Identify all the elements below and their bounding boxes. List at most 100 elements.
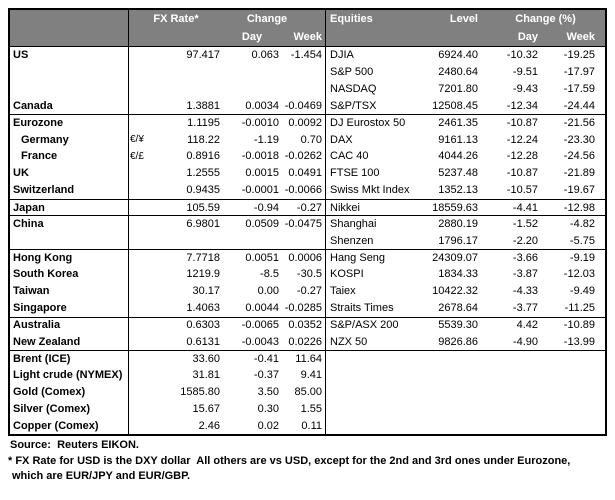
equity-week-change-cell: -24.44 <box>563 99 595 112</box>
table-row: South Korea 1219.9 -8.5 -30.5 KOSPI 1834… <box>10 265 605 283</box>
fx-pair-cell: €/¥ <box>130 134 144 146</box>
equity-day-change-cell: -10.57 <box>506 184 538 197</box>
equity-day-change-cell: -10.32 <box>506 49 538 62</box>
fx-rate-cell: 1.2555 <box>186 167 220 180</box>
fx-country-cell: China <box>10 216 129 233</box>
fx-rate-cell: 118.22 <box>187 133 220 146</box>
equity-week-change-cell: -11.25 <box>564 302 595 315</box>
fx-week-change-cell: -0.0475 <box>281 216 326 233</box>
equity-level-cell: 18559.63 <box>432 201 478 214</box>
equity-week-change-cell: -17.59 <box>563 83 595 96</box>
fx-rate-cell: 1.4063 <box>186 302 220 315</box>
fx-day-change-cell: -0.0001 <box>241 184 279 197</box>
fx-country-cell <box>10 63 129 81</box>
fx-week-change-cell: 1.55 <box>281 400 326 418</box>
equity-day-change-cell: -3.87 <box>512 268 538 281</box>
table-row: China 6.9801 0.0509 -0.0475 Shanghai 288… <box>10 215 605 233</box>
equity-week-change-cell: -5.75 <box>569 234 595 247</box>
fx-rate-cell: 33.60 <box>192 353 220 366</box>
fx-country-cell: Singapore <box>10 299 129 317</box>
fx-week-change-cell: 11.64 <box>281 351 326 368</box>
fx-week-change-cell: 0.0092 <box>281 115 326 132</box>
fx-country-cell: Switzerland <box>10 181 129 199</box>
fx-country-cell: Australia <box>10 317 129 334</box>
equity-level-cell: 5539.30 <box>438 319 478 332</box>
table-row: New Zealand 0.6131 -0.0043 0.0226 NZX 50… <box>10 333 605 351</box>
fx-day-header: Day <box>241 31 263 43</box>
equity-week-change-cell: -9.19 <box>569 252 595 265</box>
fx-week-change-cell <box>281 80 326 98</box>
equity-level-cell: 2880.19 <box>438 218 478 231</box>
equity-level-cell: 9161.13 <box>438 133 478 146</box>
equity-name-cell: Swiss Mkt Index <box>330 184 410 197</box>
equity-week-change-cell: -9.49 <box>569 285 595 298</box>
equity-week-change-cell: -12.03 <box>563 268 595 281</box>
fx-day-change-cell: -0.0065 <box>241 319 279 332</box>
equity-week-change-cell: -19.67 <box>563 184 595 197</box>
fx-country-cell: Copper (Comex) <box>10 417 129 435</box>
fx-week-change-cell: -0.0469 <box>281 97 326 115</box>
table-row: Canada 1.3881 0.0034 -0.0469 S&P/TSX 125… <box>10 97 605 115</box>
fx-day-change-cell: 0.0051 <box>245 252 279 265</box>
table-header: FX Rate* Change Equities Level Change (%… <box>10 10 605 47</box>
fx-week-change-cell <box>281 232 326 250</box>
equity-day-change-cell: -4.90 <box>512 335 538 348</box>
fx-rate-cell: 0.6131 <box>186 335 220 348</box>
header-row-1: FX Rate* Change Equities Level Change (%… <box>10 10 605 28</box>
equity-level-cell: 1834.33 <box>438 268 478 281</box>
equity-day-change-cell: 4.42 <box>516 319 538 332</box>
equity-level-cell: 7201.80 <box>438 83 478 96</box>
fx-day-change-cell: 0.0034 <box>245 99 279 112</box>
fx-rate-cell: 1219.9 <box>186 268 220 281</box>
level-header: Level <box>449 13 478 25</box>
equity-level-cell: 2480.64 <box>438 66 478 79</box>
equity-week-change-cell: -24.56 <box>563 150 595 163</box>
fx-country-cell: Canada <box>10 97 129 115</box>
fx-country-cell: Japan <box>10 199 129 216</box>
fx-rate-cell: 6.9801 <box>186 218 220 231</box>
fx-day-change-cell: 0.00 <box>257 285 279 298</box>
fx-change-header: Change <box>223 10 326 28</box>
equity-level-cell: 24309.07 <box>432 252 478 265</box>
equity-level-cell: 1352.13 <box>438 184 478 197</box>
fx-week-change-cell: 0.11 <box>281 417 326 435</box>
fx-week-change-cell: -1.454 <box>281 47 326 64</box>
equity-name-cell: S&P/ASX 200 <box>330 319 399 332</box>
equity-level-cell: 12508.45 <box>432 99 478 112</box>
fx-country-cell: France <box>10 148 129 165</box>
fx-corner-cell <box>10 10 129 28</box>
fx-day-change-cell: 0.30 <box>257 403 279 416</box>
table-row: S&P 500 2480.64 -9.51 -17.97 <box>10 63 605 81</box>
fx-day-change-cell: -0.0043 <box>241 335 279 348</box>
equity-name-cell: Hang Seng <box>330 252 386 265</box>
table-row: France €/£ 0.8916 -0.0018 -0.0262 CAC 40… <box>10 148 605 165</box>
table-row: Hong Kong 7.7718 0.0051 0.0006 Hang Seng… <box>10 249 605 266</box>
equity-day-change-cell: -12.28 <box>506 150 538 163</box>
equity-day-change-cell: -3.66 <box>512 252 538 265</box>
table-row: Gold (Comex) 1585.80 3.50 85.00 <box>10 383 605 401</box>
table-row: UK 1.2555 0.0015 0.0491 FTSE 100 5237.48… <box>10 164 605 182</box>
fx-equities-table: FX Rate* Change Equities Level Change (%… <box>8 8 607 437</box>
fx-country-cell <box>10 80 129 98</box>
fx-rate-cell: 30.17 <box>192 285 220 298</box>
fx-day-change-cell: -0.41 <box>253 353 279 366</box>
equity-day-change-cell: -1.52 <box>512 218 538 231</box>
fx-week-change-cell: 0.0352 <box>281 317 326 334</box>
equity-level-cell: 9826.86 <box>438 335 478 348</box>
fx-day-change-cell: -8.5 <box>260 268 279 281</box>
equity-level-cell: 6924.40 <box>438 49 478 62</box>
fx-day-change-cell: 0.063 <box>251 49 279 62</box>
fx-country-cell: UK <box>10 164 129 182</box>
fx-week-change-cell <box>281 63 326 81</box>
fx-country-cell <box>10 232 129 250</box>
footnote-line-1: * FX Rate for USD is the DXY dollar All … <box>8 455 571 467</box>
fx-rate-cell: 15.67 <box>192 403 220 416</box>
fx-country-cell: Eurozone <box>10 115 129 132</box>
table-row: Taiwan 30.17 0.00 -0.27 Taiex 10422.32 -… <box>10 282 605 300</box>
table-row: Light crude (NYMEX) 31.81 -0.37 9.41 <box>10 367 605 384</box>
fx-country-cell: Brent (ICE) <box>10 351 129 368</box>
equity-day-change-cell: -4.33 <box>512 285 538 298</box>
equity-name-cell: Taiex <box>330 285 356 298</box>
fx-pair-cell: €/£ <box>130 150 144 162</box>
fx-rate-cell: 0.8916 <box>186 150 220 163</box>
